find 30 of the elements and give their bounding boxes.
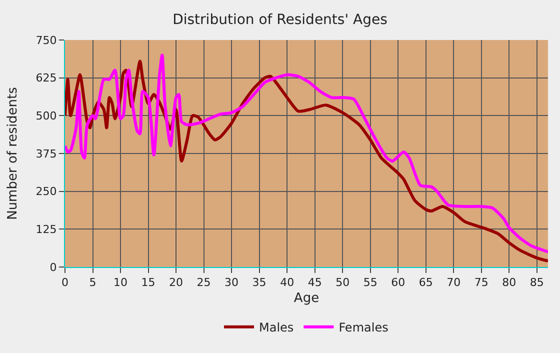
chart-title: Distribution of Residents' Ages [172, 12, 388, 28]
x-axis-title: Age [294, 290, 320, 306]
y-tick-label: 250 [36, 185, 57, 198]
x-tick-label: 60 [391, 276, 406, 290]
y-tick-label: 625 [36, 72, 57, 85]
x-tick-label: 65 [418, 276, 433, 290]
x-tick-label: 70 [446, 276, 461, 290]
x-tick-label: 35 [252, 276, 266, 290]
x-tick-label: 0 [62, 276, 68, 290]
y-tick-label: 125 [36, 223, 57, 236]
x-tick-label: 20 [169, 276, 184, 290]
y-tick-label: 500 [36, 110, 57, 123]
x-tick-label: 55 [363, 276, 378, 290]
x-tick-label: 85 [530, 276, 544, 290]
y-tick-label: 375 [36, 147, 57, 160]
x-tick-label: 10 [114, 276, 128, 290]
legend-label: Females [338, 320, 388, 335]
y-tick-label: 0 [50, 260, 57, 274]
x-tick-label: 30 [224, 276, 239, 290]
x-tick-label: 15 [141, 276, 156, 290]
x-tick-label: 80 [502, 276, 516, 290]
legend-label: Males [259, 320, 294, 335]
x-tick-label: 40 [280, 276, 294, 290]
x-tick-label: 45 [308, 276, 322, 290]
x-tick-label: 25 [196, 276, 211, 290]
x-tick-label: 5 [89, 276, 96, 290]
x-tick-label: 75 [474, 276, 488, 290]
y-tick-label: 750 [36, 34, 57, 47]
x-tick-label: 50 [336, 276, 350, 290]
y-axis-title: Number of residents [6, 86, 21, 220]
